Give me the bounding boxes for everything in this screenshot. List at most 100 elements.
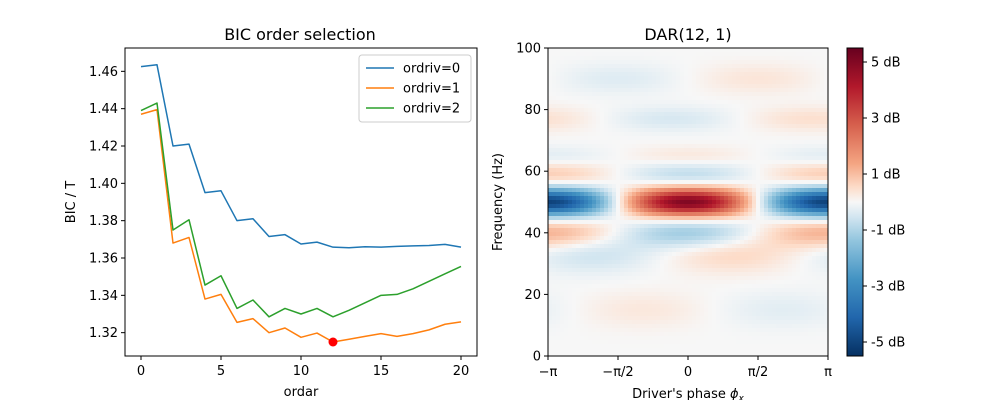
heatmap-cell (796, 220, 801, 225)
heatmap-cell (776, 240, 781, 245)
heatmap-cell (616, 272, 621, 277)
heatmap-cell (628, 72, 633, 77)
heatmap-cell (720, 316, 725, 321)
heatmap-cell (740, 308, 745, 313)
heatmap-cell (660, 244, 665, 249)
heatmap-cell (772, 128, 777, 133)
heatmap-cell (572, 148, 577, 153)
heatmap-cell (804, 60, 809, 65)
heatmap-cell (596, 184, 601, 189)
heatmap-cell (652, 256, 657, 261)
heatmap-cell (812, 296, 817, 301)
heatmap-cell (812, 264, 817, 269)
heatmap-cell (680, 68, 685, 73)
heatmap-cell (556, 292, 561, 297)
heatmap-cell (612, 292, 617, 297)
heatmap-cell (732, 84, 737, 89)
heatmap-cell (692, 224, 697, 229)
heatmap-cell (668, 100, 673, 105)
heatmap-cell (824, 96, 828, 101)
heatmap-cell (760, 148, 765, 153)
heatmap-cell (712, 140, 717, 145)
heatmap-cell (664, 208, 669, 213)
heatmap-cell (724, 248, 729, 253)
heatmap-cell (632, 152, 637, 157)
heatmap-cell (708, 212, 713, 217)
heatmap-cell (732, 296, 737, 301)
heatmap-cell (748, 96, 753, 101)
heatmap-cell (800, 260, 805, 265)
heatmap-cell (748, 224, 753, 229)
heatmap-cell (556, 140, 561, 145)
heatmap-cell (764, 112, 769, 117)
heatmap-cell (764, 296, 769, 301)
heatmap-cell (688, 228, 693, 233)
heatmap-cell (592, 316, 597, 321)
heatmap-cell (820, 308, 825, 313)
heatmap-cell (776, 256, 781, 261)
heatmap-cell (588, 308, 593, 313)
heatmap-cell (792, 76, 797, 81)
heatmap-cell (564, 280, 569, 285)
heatmap-cell (784, 132, 789, 137)
heatmap-cell (816, 324, 821, 329)
heatmap-cell (788, 128, 793, 133)
heatmap-cell (692, 192, 697, 197)
heatmap-cell (612, 312, 617, 317)
heatmap-cell (752, 320, 757, 325)
heatmap-cell (780, 264, 785, 269)
heatmap-cell (780, 316, 785, 321)
heatmap-cell (824, 156, 828, 161)
heatmap-cell (716, 124, 721, 129)
heatmap-cell (548, 272, 553, 277)
heatmap-cell (568, 324, 573, 329)
heatmap-cell (556, 316, 561, 321)
heatmap-cell (820, 272, 825, 277)
heatmap-cell (676, 56, 681, 61)
heatmap-cell (620, 224, 625, 229)
heatmap-cell (656, 156, 661, 161)
heatmap-cell (740, 304, 745, 309)
heatmap-cell (752, 116, 757, 121)
heatmap-cell (556, 84, 561, 89)
heatmap-cell (680, 228, 685, 233)
heatmap-cell (664, 136, 669, 141)
heatmap-cell (780, 196, 785, 201)
heatmap-cell (620, 60, 625, 65)
heatmap-cell (556, 244, 561, 249)
heatmap-cell (756, 288, 761, 293)
heatmap-cell (736, 236, 741, 241)
heatmap-cell (624, 224, 629, 229)
heatmap-cell (688, 236, 693, 241)
heatmap-cell (600, 296, 605, 301)
heatmap-cell (712, 84, 717, 89)
heatmap-cell (744, 56, 749, 61)
heatmap-cell (632, 148, 637, 153)
heatmap-cell (588, 300, 593, 305)
heatmap-cell (624, 324, 629, 329)
heatmap-cell (644, 296, 649, 301)
heatmap-cell (716, 152, 721, 157)
heatmap-cell (684, 220, 689, 225)
heatmap-cell (608, 280, 613, 285)
heatmap-cell (600, 232, 605, 237)
heatmap-cell (584, 120, 589, 125)
heatmap-cell (776, 100, 781, 105)
heatmap-cell (708, 84, 713, 89)
heatmap-cell (584, 124, 589, 129)
heatmap-cell (588, 208, 593, 213)
heatmap-cell (696, 52, 701, 57)
heatmap-cell (780, 172, 785, 177)
heatmap-cell (588, 204, 593, 209)
heatmap-cell (736, 228, 741, 233)
heatmap-cell (716, 200, 721, 205)
heatmap-cell (560, 312, 565, 317)
heatmap-cell (800, 120, 805, 125)
heatmap-cell (680, 100, 685, 105)
heatmap-cell (608, 72, 613, 77)
heatmap-cell (712, 208, 717, 213)
heatmap-cell (696, 160, 701, 165)
heatmap-cell (660, 148, 665, 153)
heatmap-cell (688, 100, 693, 105)
heatmap-cell (668, 244, 673, 249)
